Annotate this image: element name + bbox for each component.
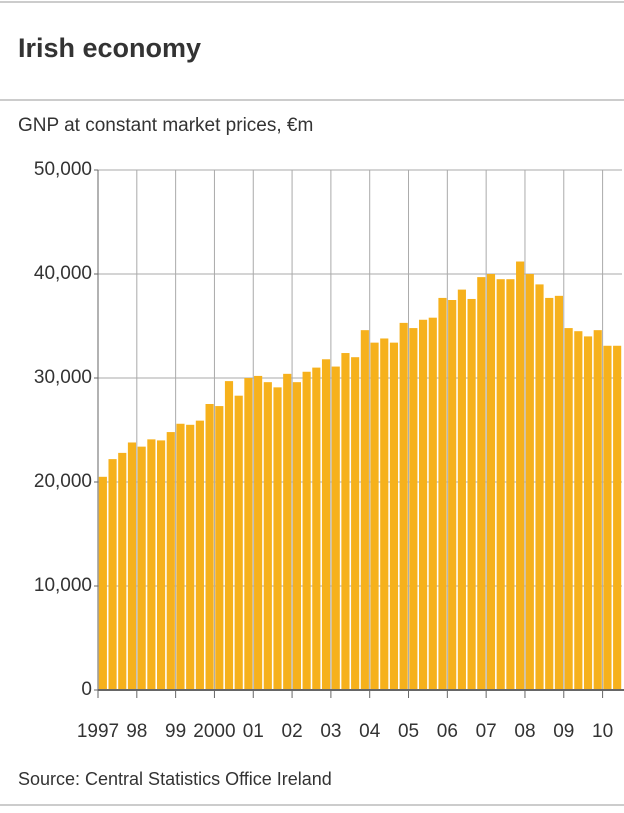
bar (525, 274, 534, 690)
bar (254, 375, 263, 690)
bar (321, 359, 331, 690)
bar (545, 297, 554, 690)
bar (360, 330, 369, 690)
x-tick-label: 2000 (193, 721, 235, 742)
bar (176, 423, 185, 690)
bar (389, 342, 399, 690)
x-tick-label: 09 (553, 721, 574, 742)
x-tick-label: 10 (592, 721, 613, 742)
bar (205, 404, 214, 690)
bar (554, 295, 564, 690)
x-tick-label: 1997 (77, 721, 119, 742)
bar (244, 378, 253, 690)
x-tick-label: 04 (359, 721, 381, 742)
bar (292, 382, 302, 690)
bar (516, 261, 525, 690)
bar (574, 331, 583, 690)
bar (98, 476, 107, 690)
x-tick-label: 02 (282, 721, 303, 742)
x-tick-label: 06 (437, 721, 458, 742)
bar (418, 319, 428, 690)
bar (380, 338, 389, 690)
bar (370, 342, 379, 690)
bar (156, 440, 166, 690)
bar (118, 452, 127, 690)
x-tick-label: 99 (165, 721, 186, 742)
bar (613, 345, 622, 690)
bar (409, 328, 418, 690)
bar (127, 442, 137, 690)
x-tick-label: 05 (398, 721, 419, 742)
y-tick-label: 30,000 (34, 367, 92, 388)
bar (448, 300, 457, 690)
bar (506, 279, 515, 690)
bar (457, 289, 466, 690)
bar (312, 367, 321, 690)
chart-subtitle: GNP at constant market prices, €m (18, 115, 313, 136)
bar (467, 298, 476, 690)
bar (186, 424, 195, 690)
bar (137, 446, 146, 690)
bar (195, 420, 204, 690)
bar (486, 274, 496, 690)
bar (351, 357, 360, 690)
bar (583, 336, 593, 690)
bar (263, 382, 272, 690)
y-tick-label: 50,000 (34, 159, 92, 180)
bar (496, 279, 505, 690)
bar (302, 371, 311, 690)
x-tick-label: 07 (476, 721, 497, 742)
y-tick-label: 20,000 (34, 471, 92, 492)
bar (341, 353, 350, 690)
chart-title: Irish economy (18, 33, 201, 63)
source: Source: Central Statistics Office Irelan… (18, 769, 332, 789)
bar (215, 406, 224, 690)
bar (108, 459, 117, 690)
y-tick-label: 40,000 (34, 263, 92, 284)
y-tick-label: 10,000 (34, 575, 92, 596)
x-tick-label: 01 (243, 721, 264, 742)
bar (564, 328, 573, 690)
bar (166, 432, 175, 690)
bar (283, 373, 292, 690)
bar (438, 297, 447, 690)
bar (603, 345, 612, 690)
bar (477, 277, 486, 690)
x-tick-label: 03 (320, 721, 341, 742)
bar (147, 439, 156, 690)
bar (331, 366, 340, 690)
bar (428, 317, 437, 690)
bar (273, 387, 282, 690)
y-tick-label: 0 (81, 679, 92, 700)
bar (234, 395, 243, 690)
bar (224, 381, 234, 690)
bar (399, 322, 408, 690)
x-tick-label: 98 (126, 721, 147, 742)
bar (593, 330, 602, 690)
bar (535, 284, 544, 690)
x-tick-label: 08 (514, 721, 535, 742)
